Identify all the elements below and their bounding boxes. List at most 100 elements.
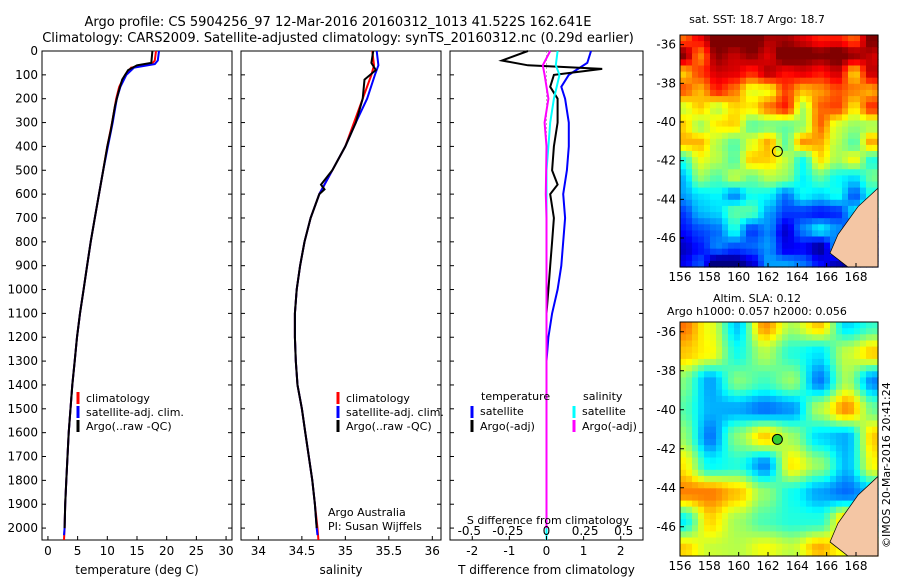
map-cell [800,89,807,97]
map-cell [770,395,777,403]
map-cell [806,488,813,496]
map-cell [716,120,723,128]
map-cell [782,218,789,225]
map-cell [686,138,693,146]
map-cell [848,144,855,152]
map-cell [752,169,759,176]
map-cell [704,230,711,238]
map-cell [866,126,873,134]
map-cell [812,371,819,379]
map-cell [866,420,873,428]
map-cell [818,248,825,256]
map-cell [782,53,789,60]
map-cell [758,371,765,379]
map-cell [764,531,771,539]
map-cell [686,426,693,434]
map-cell [824,248,831,256]
map-cell [692,451,699,459]
map-cell [716,389,723,397]
map-cell [704,426,711,434]
map-cell [836,463,843,471]
map-cell [710,96,717,103]
map-cell [806,218,813,225]
map-cell [770,138,777,146]
map-cell [734,414,741,422]
map-cell [824,371,831,379]
map-cell [854,77,861,85]
map-cell [776,482,783,489]
legend-sat: satellite-adj. clim. [346,406,444,419]
map-cell [854,469,861,477]
map-cell [800,132,807,140]
map-cell [728,500,735,508]
map-cell [680,224,687,231]
map-cell [722,475,729,483]
map-cell [806,181,813,189]
map-cell [806,512,813,520]
map-cell [746,414,753,422]
x-tick-label: 30 [218,544,233,558]
map-cell [758,543,765,551]
map-cell [728,340,735,348]
map-cell [794,457,801,465]
map-cell [728,377,735,385]
map-cell [788,549,795,557]
map-cell [740,126,747,134]
map-cell [746,236,753,244]
map-cell [812,169,819,176]
map-cell [854,420,861,428]
map-cell [770,488,777,496]
map-cell [692,365,699,372]
map-cell [680,230,687,238]
map-cell [848,132,855,140]
map-cell [872,377,879,385]
map-cell [800,537,807,545]
map-cell [770,352,777,360]
series-argo-raw-qc- [63,50,154,529]
map-cell [710,89,717,97]
x-tick-label: 160 [727,270,750,284]
map-cell [872,408,879,415]
map-cell [800,519,807,526]
map-cell [806,169,813,176]
map-cell [704,248,711,256]
legend-clim: climatology [346,392,410,405]
map-cell [824,352,831,360]
map-cell [770,71,777,79]
map-cell [758,205,765,213]
map-cell [842,340,849,348]
map-cell [776,506,783,514]
map-cell [734,377,741,385]
map-cell [716,482,723,489]
map-cell [824,35,831,42]
map-cell [782,365,789,372]
map-cell [686,543,693,551]
map-cell [692,445,699,452]
map-cell [692,482,699,489]
map-cell [824,236,831,244]
map-cell [728,242,735,250]
map-cell [824,543,831,551]
map-cell [782,193,789,201]
map-cell [776,451,783,459]
map-cell [710,151,717,158]
map-cell [698,224,705,231]
map-cell [734,365,741,372]
map-cell [692,53,699,60]
map-cell [728,352,735,360]
map-cell [698,371,705,379]
map-cell [812,494,819,502]
map-cell [716,108,723,115]
map-cell [776,463,783,471]
y-tick-label: 2000 [7,521,38,535]
map-cell [758,102,765,109]
map-cell [788,365,795,372]
map-cell [716,169,723,176]
map-cell [872,144,879,152]
map-cell [872,371,879,379]
header-line1: Argo profile: CS 5904256_97 12-Mar-2016 … [84,15,591,30]
map-cell [680,519,687,526]
map-cell [764,35,771,42]
map-cell [722,358,729,366]
map-cell [842,59,849,67]
